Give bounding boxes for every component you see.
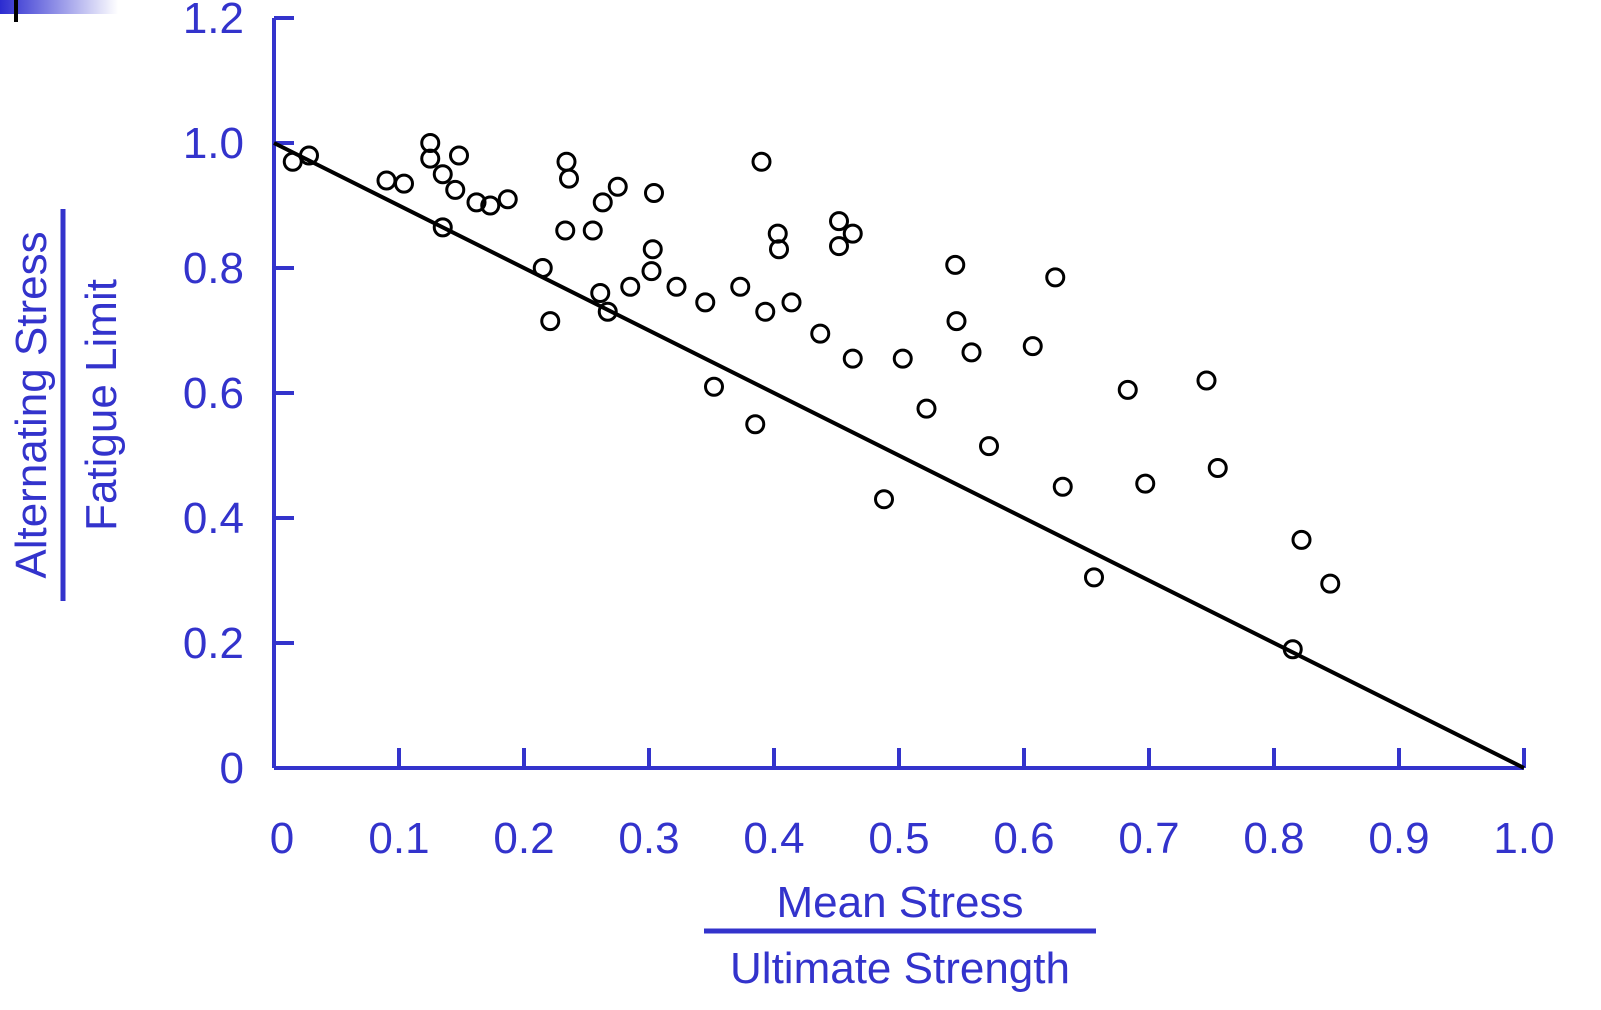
data-point: [1084, 567, 1104, 588]
data-point: [449, 145, 469, 166]
axis-labels: 0 0.1 0.2 0.3 0.4 0.5 0.6 0.7 0.8 0.9 1.0 0 0.2 0.4 0.…: [183, 0, 1555, 863]
y-tick-label: 1.2: [183, 0, 244, 43]
data-point: [582, 220, 603, 241]
x-tick-label: 0.1: [368, 814, 429, 863]
y-axis-title-denominator: Fatigue Limit: [77, 279, 126, 531]
data-point: [376, 170, 397, 191]
data-point: [559, 168, 579, 189]
data-point: [842, 348, 863, 369]
data-point: [597, 301, 618, 322]
data-point: [555, 220, 576, 241]
y-tick-label: 0.4: [183, 494, 244, 543]
data-point: [1052, 476, 1073, 497]
data-point: [592, 192, 613, 213]
data-point: [432, 217, 453, 238]
data-point: [755, 301, 776, 322]
data-point: [829, 211, 849, 232]
data-point: [590, 283, 611, 303]
data-point: [1207, 458, 1228, 478]
data-point: [961, 342, 982, 363]
y-axis-title: Alternating Stress Fatigue Limit: [7, 209, 126, 601]
x-tick-label: 0: [270, 814, 294, 863]
data-point: [620, 276, 641, 297]
y-tick-label: 0: [220, 744, 244, 793]
data-point: [751, 151, 772, 172]
x-tick-label: 0.3: [618, 814, 679, 863]
data-point: [1022, 336, 1043, 357]
data-point: [1045, 267, 1066, 288]
data-point: [607, 176, 628, 197]
data-point: [1117, 379, 1138, 400]
data-point: [810, 323, 831, 344]
data-point: [842, 223, 863, 244]
data-point: [1320, 573, 1341, 594]
x-tick-label: 0.9: [1368, 814, 1429, 863]
y-tick-label: 0.8: [183, 244, 244, 293]
x-tick-label: 0.7: [1118, 814, 1179, 863]
data-point: [781, 292, 802, 313]
data-point: [945, 254, 966, 275]
data-point: [745, 414, 766, 435]
y-tick-label: 0.6: [183, 369, 244, 418]
data-point: [979, 436, 999, 457]
data-point: [1196, 370, 1217, 391]
data-point: [829, 236, 849, 257]
data-point: [916, 398, 937, 419]
x-tick-label: 0.6: [993, 814, 1054, 863]
data-point: [480, 195, 501, 216]
data-point: [642, 239, 663, 260]
x-axis-title-numerator: Mean Stress: [777, 878, 1024, 927]
data-point: [695, 292, 716, 313]
data-point: [420, 148, 441, 169]
data-point: [299, 145, 319, 166]
y-tick-label: 0.2: [183, 619, 244, 668]
data-point: [394, 173, 414, 194]
data-point: [540, 311, 561, 332]
reference-line: [273, 141, 1525, 770]
data-point: [641, 261, 662, 282]
data-point: [946, 311, 967, 332]
data-point: [1282, 639, 1303, 660]
slide-corner-decoration: [0, 0, 118, 14]
data-point: [769, 239, 789, 260]
data-point: [1135, 473, 1156, 494]
data-point: [666, 276, 687, 297]
x-tick-label: 0.8: [1243, 814, 1304, 863]
plot-area: [272, 16, 1526, 770]
slide-corner-bar: [14, 0, 18, 22]
x-tick-label: 0.2: [493, 814, 554, 863]
y-tick-label: 1.0: [183, 119, 244, 168]
data-point: [497, 189, 518, 210]
x-tick-label: 0.4: [743, 814, 804, 863]
x-axis-title: Mean Stress Ultimate Strength: [704, 878, 1096, 993]
x-tick-label: 0.5: [868, 814, 929, 863]
data-point: [1291, 529, 1312, 550]
data-point: [644, 183, 664, 203]
x-tick-label: 1.0: [1493, 814, 1554, 863]
data-point: [704, 376, 724, 397]
data-point: [556, 151, 577, 172]
data-point: [445, 179, 466, 200]
data-point: [282, 151, 303, 172]
data-point: [730, 276, 751, 297]
data-point: [892, 348, 913, 369]
y-axis-title-numerator: Alternating Stress: [7, 231, 56, 578]
data-point: [432, 164, 453, 185]
x-axis-title-denominator: Ultimate Strength: [730, 944, 1070, 993]
data-point: [874, 489, 894, 510]
data-point: [466, 192, 487, 213]
data-point: [532, 258, 553, 278]
